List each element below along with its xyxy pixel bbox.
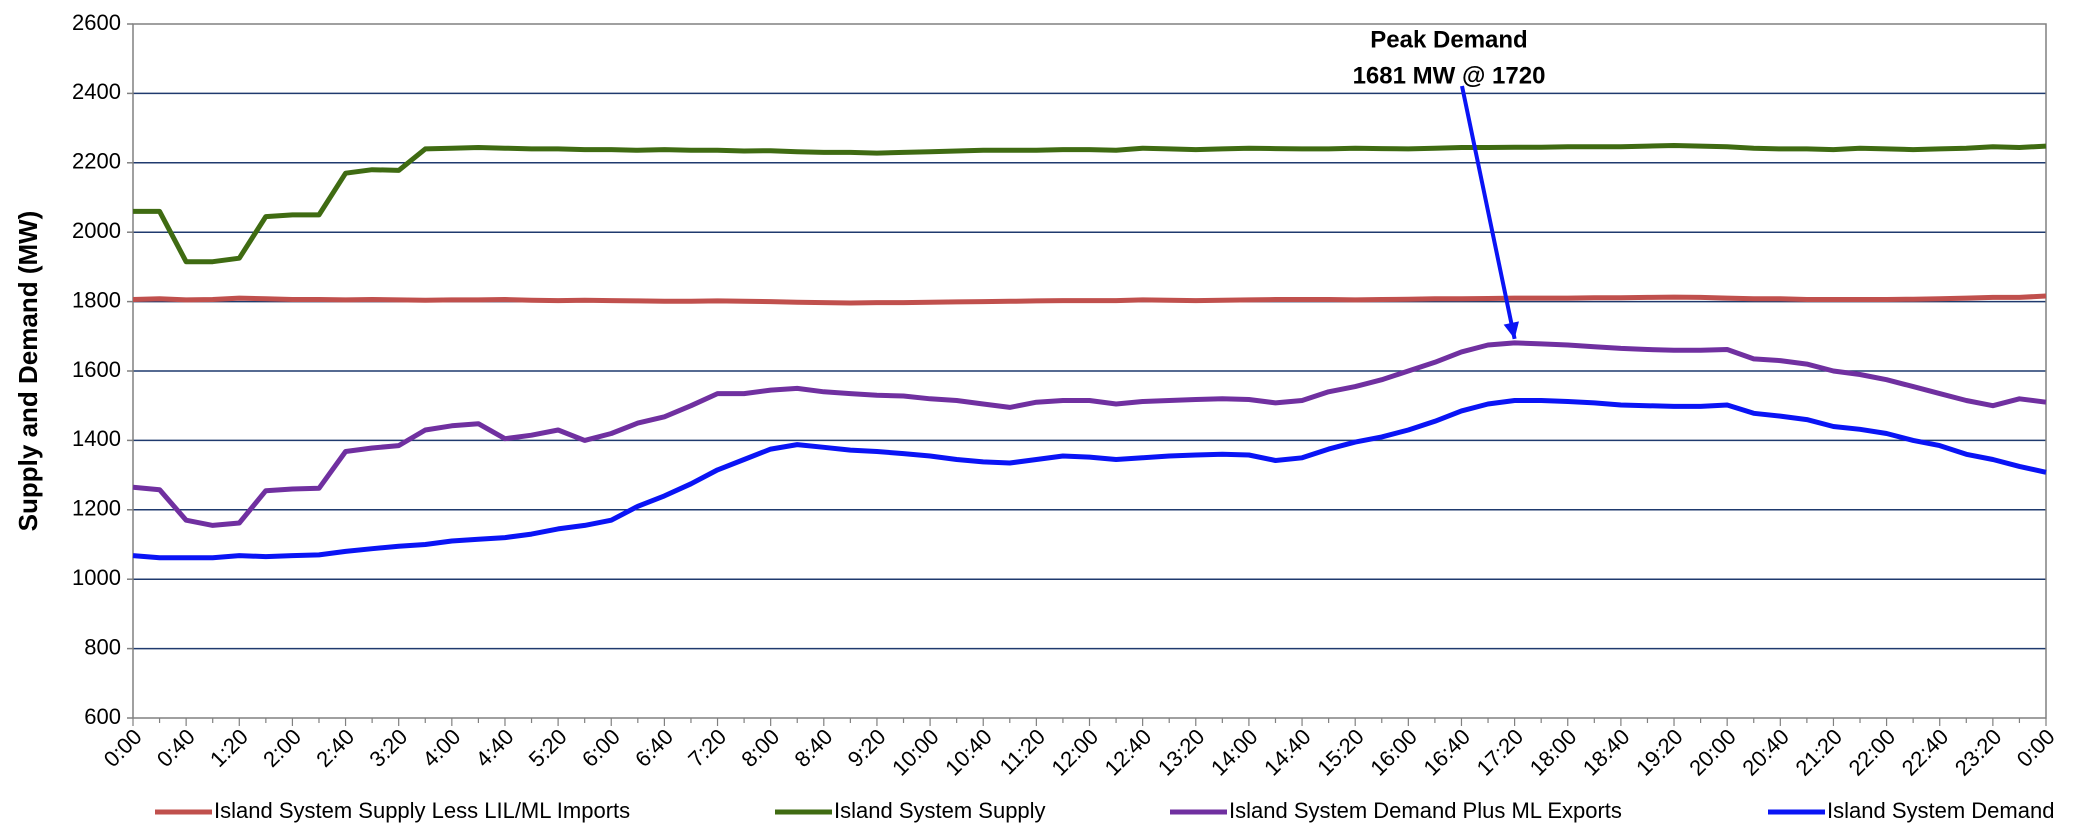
x-tick-label: 0:40 xyxy=(152,724,200,772)
x-tick-label: 4:00 xyxy=(418,724,466,772)
x-tick-label: 12:40 xyxy=(1100,724,1157,781)
x-tick-label: 6:40 xyxy=(630,724,678,772)
series-line xyxy=(132,398,2047,561)
x-tick-label: 7:20 xyxy=(683,724,731,772)
x-tick-label: 6:00 xyxy=(577,724,625,772)
x-tick-label: 19:20 xyxy=(1631,724,1688,781)
x-tick-label: 16:00 xyxy=(1365,724,1422,781)
x-tick-label: 18:40 xyxy=(1578,724,1635,781)
x-tick-label: 22:00 xyxy=(1844,724,1901,781)
x-tick-label: 9:20 xyxy=(843,724,891,772)
x-tick-label: 8:00 xyxy=(736,724,784,772)
x-tick-label: 2:00 xyxy=(258,724,306,772)
series-line xyxy=(132,293,2047,306)
x-tick-label: 4:40 xyxy=(471,724,519,772)
y-axis-title: Supply and Demand (MW) xyxy=(13,211,43,532)
x-tick-label: 0:00 xyxy=(2012,724,2060,772)
y-tick-label: 2200 xyxy=(72,149,121,174)
x-tick-label: 18:00 xyxy=(1525,724,1582,781)
y-tick-label: 600 xyxy=(84,704,121,729)
x-tick-label: 10:40 xyxy=(940,724,997,781)
annotation-arrowhead xyxy=(1503,321,1519,339)
y-tick-label: 1600 xyxy=(72,357,121,382)
x-tick-label: 1:20 xyxy=(205,724,253,772)
x-tick-label: 10:00 xyxy=(887,724,944,781)
x-tick-label: 20:00 xyxy=(1684,724,1741,781)
x-tick-label: 13:20 xyxy=(1153,724,1210,781)
x-tick-label: 14:40 xyxy=(1259,724,1316,781)
x-tick-label: 17:20 xyxy=(1472,724,1529,781)
x-tick-label: 2:40 xyxy=(311,724,359,772)
y-tick-label: 1000 xyxy=(72,565,121,590)
x-tick-label: 22:40 xyxy=(1897,724,1954,781)
y-tick-label: 2000 xyxy=(72,218,121,243)
series-line xyxy=(133,143,2047,265)
y-tick-label: 1200 xyxy=(72,496,121,521)
x-tick-label: 21:20 xyxy=(1790,724,1847,781)
x-tick-label: 14:00 xyxy=(1206,724,1263,781)
legend-label: Island System Supply xyxy=(834,798,1046,823)
x-tick-label: 11:20 xyxy=(995,724,1050,779)
x-tick-label: 0:00 xyxy=(99,724,147,772)
legend-label: Island System Demand Plus ML Exports xyxy=(1229,798,1622,823)
y-tick-label: 1400 xyxy=(72,426,121,451)
series-line xyxy=(132,340,2047,528)
x-tick-label: 5:20 xyxy=(524,724,572,772)
annotation-arrow xyxy=(1460,85,1517,340)
x-tick-label: 15:20 xyxy=(1312,724,1369,781)
y-tick-label: 2400 xyxy=(72,79,121,104)
x-tick-label: 12:00 xyxy=(1047,724,1104,781)
legend-label: Island System Demand xyxy=(1827,798,2054,823)
x-tick-label: 16:40 xyxy=(1419,724,1476,781)
annotation: 1681 MW @ 1720 xyxy=(1353,62,1546,89)
y-tick-label: 2600 xyxy=(72,10,121,35)
x-tick-label: 23:20 xyxy=(1950,724,2007,781)
y-tick-label: 1800 xyxy=(72,287,121,312)
x-tick-label: 20:40 xyxy=(1737,724,1794,781)
legend-label: Island System Supply Less LIL/ML Imports xyxy=(214,798,630,823)
y-tick-label: 800 xyxy=(84,634,121,659)
x-tick-label: 8:40 xyxy=(789,724,837,772)
x-tick-label: 3:20 xyxy=(364,724,412,772)
annotation: Peak Demand xyxy=(1370,26,1527,53)
